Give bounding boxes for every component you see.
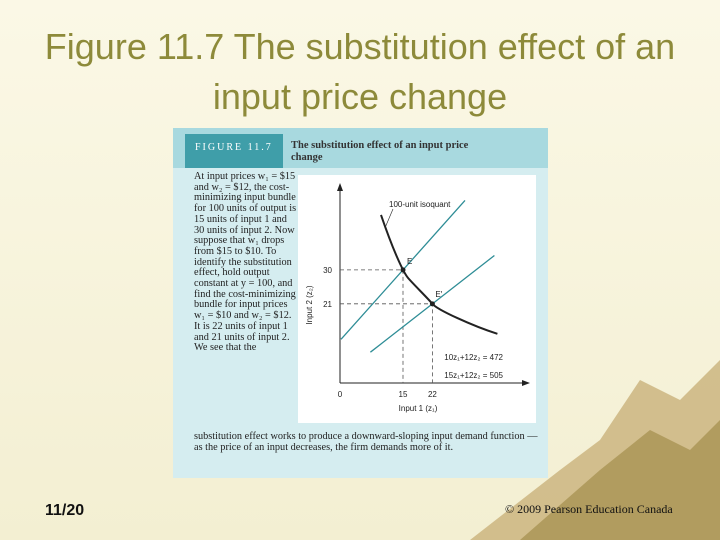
slide-title: Figure 11.7 The substitution effect of a… — [44, 26, 676, 117]
point-e — [400, 267, 406, 273]
isoquant — [380, 214, 498, 335]
figure-label: FIGURE 11.7 — [185, 134, 283, 168]
y-tick-label: 21 — [323, 300, 332, 309]
budget-line-old-label: 15z₁+12z₂ = 505 — [444, 371, 503, 380]
y-arrow — [337, 183, 343, 191]
figure: FIGURE 11.7 The substitution effect of a… — [173, 128, 548, 478]
figure-text: substitution effect works to produce a d… — [194, 431, 538, 453]
isoquant-pointer — [384, 208, 394, 229]
y-axis-label: Input 2 (z₂) — [305, 285, 314, 324]
x-tick-label: 22 — [428, 390, 437, 399]
figure-text: At input prices w₁ = $15 and w₂ = $12, t… — [194, 171, 297, 354]
y-tick-label: 30 — [323, 266, 332, 275]
page-number: 11/20 — [45, 502, 85, 519]
figure-caption: The substitution effect of an input pric… — [291, 140, 469, 163]
isoquant-label: 100-unit isoquant — [389, 200, 451, 209]
point-e2 — [429, 301, 435, 307]
graph: Input 2 (z₂) Input 1 (z₁) 0 15 22 30 21 15z₁+12… — [298, 175, 536, 423]
x-tick-label: 15 — [399, 390, 408, 399]
point-e-label: E — [407, 257, 412, 266]
x-arrow — [522, 380, 530, 386]
point-e2-label: E′ — [435, 290, 442, 299]
x-axis-label: Input 1 (z₁) — [399, 404, 438, 413]
budget-line-new-label: 10z₁+12z₂ = 472 — [444, 353, 503, 362]
copyright: © 2009 Pearson Education Canada — [505, 502, 673, 516]
x-tick-label: 0 — [338, 390, 343, 399]
graph-bg — [298, 175, 536, 423]
